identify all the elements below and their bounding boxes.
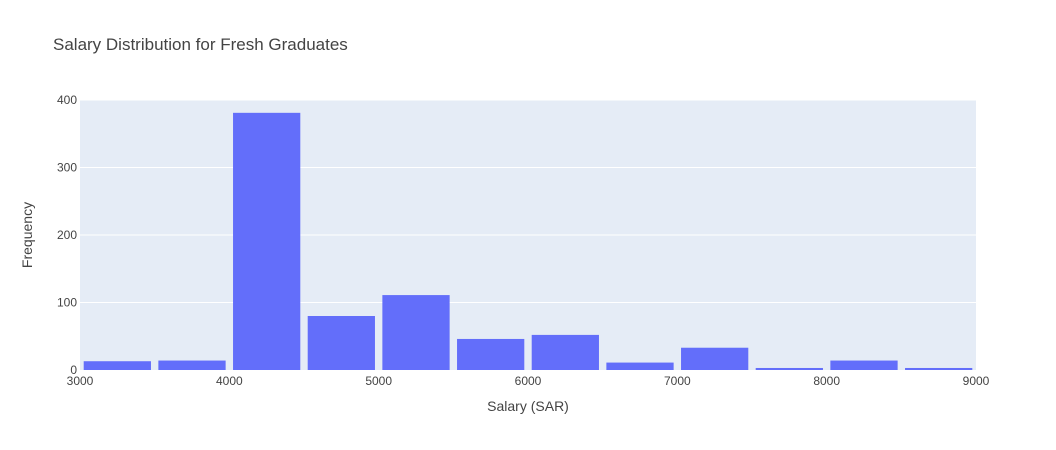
x-tick-label: 5000 [365, 374, 392, 388]
histogram-bar-6000-6500[interactable] [531, 334, 599, 370]
y-tick-label: 0 [70, 363, 77, 377]
histogram-bar-8000-8500[interactable] [830, 360, 898, 370]
y-tick-label: 100 [57, 296, 77, 310]
histogram-bar-8500-9000[interactable] [905, 367, 973, 370]
bars [83, 112, 973, 370]
histogram-bar-7500-8000[interactable] [755, 367, 823, 370]
x-tick-label: 8000 [813, 374, 840, 388]
histogram-bar-6500-7000[interactable] [606, 362, 674, 370]
y-tick-label: 200 [57, 228, 77, 242]
histogram-bar-5000-5500[interactable] [382, 295, 450, 370]
y-axis-ticks: 0 100 200 300 400 [57, 93, 77, 377]
histogram-bar-5500-6000[interactable] [457, 338, 525, 370]
histogram-bar-3000-3500[interactable] [83, 361, 151, 370]
x-tick-label: 4000 [216, 374, 243, 388]
y-axis-title: Frequency [19, 202, 35, 268]
x-tick-label: 9000 [963, 374, 990, 388]
x-axis-title: Salary (SAR) [487, 398, 569, 414]
histogram-bar-3500-4000[interactable] [158, 360, 226, 370]
histogram-bar-7000-7500[interactable] [681, 347, 749, 370]
x-axis-ticks: 3000 4000 5000 6000 7000 8000 9000 [67, 374, 990, 388]
gridlines [80, 99, 976, 303]
y-tick-label: 300 [57, 161, 77, 175]
x-tick-label: 7000 [664, 374, 691, 388]
x-tick-label: 6000 [515, 374, 542, 388]
histogram-bar-4000-4500[interactable] [233, 112, 301, 370]
y-tick-label: 400 [57, 93, 77, 107]
x-tick-label: 3000 [67, 374, 94, 388]
histogram-bar-4500-5000[interactable] [307, 316, 375, 370]
chart-title: Salary Distribution for Fresh Graduates [53, 35, 348, 54]
